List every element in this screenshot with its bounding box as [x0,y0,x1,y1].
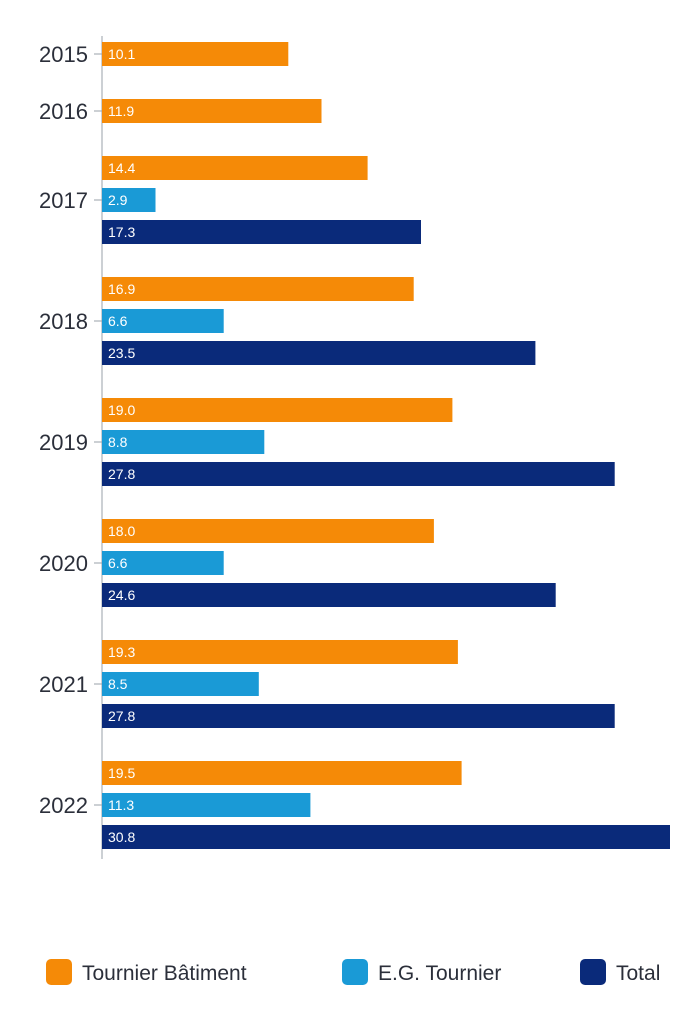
bar-value-label: 30.8 [108,829,135,845]
bar-value-label: 14.4 [108,160,135,176]
legend-label: E.G. Tournier [378,962,501,985]
bar-value-label: 17.3 [108,224,135,240]
bar-2020-1 [102,551,224,575]
bar-value-label: 6.6 [108,313,128,329]
bar-2022-0 [102,761,462,785]
bar-value-label: 19.0 [108,402,135,418]
bar-2019-1 [102,430,265,454]
y-axis-tick-label: 2019 [39,430,88,455]
bar-value-label: 8.5 [108,676,128,692]
y-axis-tick-label: 2022 [39,793,88,818]
y-axis-tick-label: 2020 [39,551,88,576]
bar-2020-2 [102,583,556,607]
y-axis-tick-label: 2016 [39,99,88,124]
bar-2019-2 [102,462,615,486]
y-axis-tick-label: 2018 [39,309,88,334]
legend-swatch [580,959,606,985]
legend: Tournier Bâtiment E.G. Tournier Total [46,959,660,985]
bar-value-label: 16.9 [108,281,135,297]
bar-value-label: 11.3 [108,797,134,813]
y-axis-tick-label: 2021 [39,672,88,697]
bar-2022-2 [102,825,670,849]
bar-2018-2 [102,341,536,365]
legend-swatch [46,959,72,985]
bar-2019-0 [102,398,453,422]
bar-value-label: 19.3 [108,644,135,660]
bar-value-label: 10.1 [108,46,135,62]
bar-value-label: 24.6 [108,587,135,603]
bar-2021-1 [102,672,259,696]
bar-2015-0 [102,42,289,66]
bar-value-label: 18.0 [108,523,135,539]
bar-2017-0 [102,156,368,180]
bars-layer: 10.1 11.9 14.4 2.9 17.3 16.9 6.6 23.5 19.0 8.8 27.… [102,42,670,849]
bar-value-label: 23.5 [108,345,135,361]
bar-2018-1 [102,309,224,333]
bar-2021-0 [102,640,458,664]
bar-value-label: 6.6 [108,555,128,571]
bar-value-label: 27.8 [108,466,135,482]
bar-2018-0 [102,277,414,301]
y-axis-tick-label: 2017 [39,188,88,213]
bar-2017-2 [102,220,421,244]
bar-value-label: 8.8 [108,434,128,450]
legend-swatch [342,959,368,985]
legend-label: Total [616,962,660,985]
bar-2021-2 [102,704,615,728]
bar-value-label: 11.9 [108,103,134,119]
bar-2020-0 [102,519,434,543]
legend-label: Tournier Bâtiment [82,962,247,985]
bar-value-label: 27.8 [108,708,135,724]
bar-2017-1 [102,188,156,212]
axis-layer: 2015 2016 2017 2018 2019 2020 2021 2022 [39,36,103,859]
bar-2022-1 [102,793,311,817]
bar-value-label: 2.9 [108,192,128,208]
bar-2016-0 [102,99,322,123]
y-axis-tick-label: 2015 [39,42,88,67]
bar-value-label: 19.5 [108,765,135,781]
